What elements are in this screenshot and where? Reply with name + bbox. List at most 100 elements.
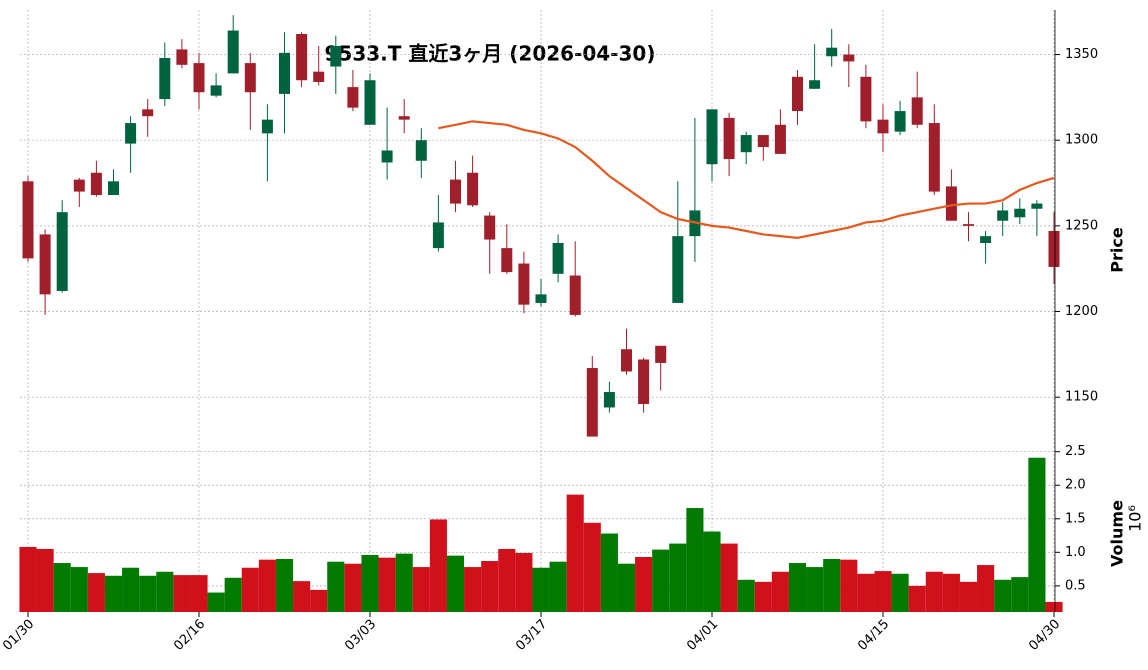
candle-body <box>826 47 838 57</box>
candle-body <box>484 215 496 240</box>
candle-body <box>330 45 342 67</box>
volume-bar <box>532 567 550 612</box>
candle-body <box>569 275 581 315</box>
volume-bar <box>139 575 157 612</box>
x-tick-label: 04/01 <box>684 617 721 654</box>
volume-bar <box>977 565 995 612</box>
candle-body <box>398 116 410 120</box>
volume-bar <box>275 559 294 612</box>
candle-body <box>809 80 821 89</box>
volume-bar <box>788 563 807 612</box>
candle-body <box>193 63 205 93</box>
volume-bar <box>104 575 123 612</box>
volume-bar <box>652 549 670 612</box>
candle-body <box>997 210 1009 221</box>
volume-bar <box>258 559 276 612</box>
volume-bar <box>703 531 721 612</box>
volume-bar <box>840 559 858 612</box>
volume-bar <box>481 561 499 612</box>
candle-body <box>1048 230 1060 267</box>
candle-body <box>928 123 940 192</box>
x-tick-label: 04/30 <box>1026 617 1063 654</box>
candle-body <box>911 97 923 125</box>
candle-body <box>415 140 427 161</box>
candle-body <box>501 248 513 273</box>
candle-body <box>450 179 461 204</box>
candle-body <box>980 236 992 243</box>
volume-bar <box>70 567 88 612</box>
volume-bar <box>429 519 447 612</box>
candle-body <box>176 49 188 65</box>
candle-body <box>655 345 667 363</box>
candle-body <box>73 179 85 192</box>
volume-bar <box>669 543 687 612</box>
volume-bar <box>617 563 636 612</box>
volume-bar <box>395 553 413 612</box>
y-tick-label: 1200 <box>1065 304 1098 319</box>
x-tick-label: 03/03 <box>342 617 379 654</box>
y-tick-label: 2.5 <box>1065 444 1086 459</box>
candle-body <box>877 119 889 134</box>
volume-bar <box>737 579 755 612</box>
candle-body <box>740 135 752 153</box>
candle-body <box>638 359 650 405</box>
candle-body <box>279 52 290 94</box>
y-tick-label: 1.0 <box>1065 545 1086 560</box>
volume-bar <box>122 567 140 612</box>
candle-body <box>552 242 564 274</box>
volume-bar <box>1045 601 1063 612</box>
candle-body <box>945 186 957 221</box>
candle-body <box>261 119 273 134</box>
volume-bar <box>686 508 704 612</box>
volume-bar <box>874 571 892 612</box>
candle-body <box>963 224 974 226</box>
candle-body <box>860 76 872 122</box>
volume-bar <box>378 557 396 612</box>
volume-offset-label: 10⁶ <box>1126 505 1145 532</box>
volume-bar <box>583 522 601 612</box>
volume-bar <box>942 573 960 612</box>
candle-body <box>535 294 547 303</box>
candle-body <box>1014 208 1026 218</box>
volume-bar <box>600 533 618 612</box>
candle-body <box>603 392 615 408</box>
volume-bar <box>549 561 567 612</box>
y-tick-label: 0.5 <box>1065 578 1086 593</box>
candle-body <box>432 222 444 249</box>
volume-bar <box>36 548 54 612</box>
candle-body <box>757 135 769 148</box>
volume-bar <box>464 567 482 612</box>
volume-bar <box>412 567 430 612</box>
volume-bar <box>207 592 225 612</box>
candle-body <box>894 111 906 132</box>
candle-body <box>90 172 102 196</box>
candle-body <box>586 368 598 437</box>
candle-body <box>792 76 803 112</box>
volume-bar <box>173 575 191 612</box>
x-tick-label: 02/16 <box>171 617 208 654</box>
volume-bar <box>19 546 37 612</box>
volume-bar <box>310 589 328 612</box>
y-tick-label: 1250 <box>1065 218 1098 233</box>
candle-body <box>125 123 137 144</box>
volume-bar <box>361 554 379 612</box>
candle-body <box>56 212 68 291</box>
candle-body <box>244 63 256 93</box>
volume-bar <box>908 585 926 612</box>
volume-bar <box>190 575 208 612</box>
volume-bar <box>566 494 584 612</box>
y-tick-label: 1300 <box>1065 133 1098 148</box>
x-tick-label: 01/30 <box>0 617 37 654</box>
volume-bar <box>771 571 789 612</box>
volume-bar <box>806 567 824 612</box>
volume-bar <box>823 559 841 612</box>
candle-body <box>159 57 171 100</box>
candle-body <box>1031 203 1043 209</box>
volume-bar <box>720 543 738 612</box>
candle-body <box>296 33 308 81</box>
candle-body <box>518 263 530 305</box>
candle-body <box>313 71 325 82</box>
y-tick-label: 1150 <box>1065 390 1098 405</box>
candle-body <box>142 109 154 117</box>
